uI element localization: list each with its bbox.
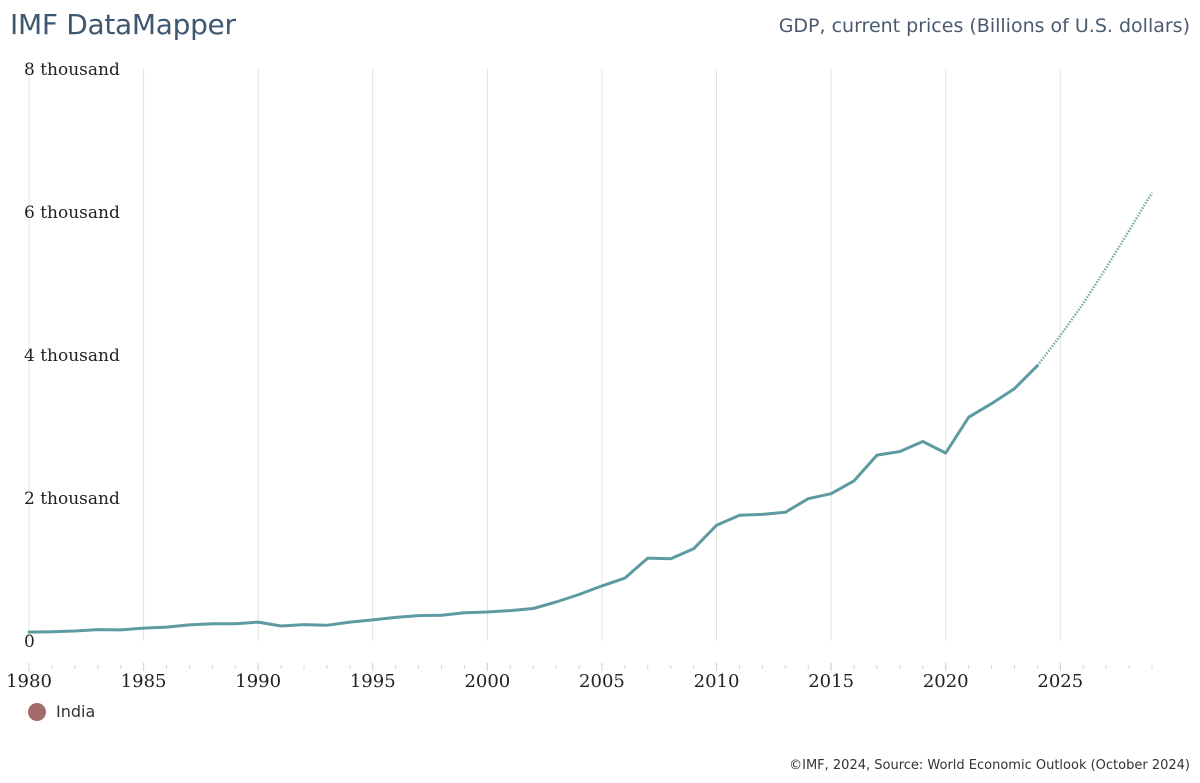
data-point (668, 556, 674, 562)
x-tick-label: 2025 (1037, 671, 1083, 692)
data-point (49, 629, 55, 635)
data-point (118, 627, 124, 633)
data-point (1057, 333, 1063, 339)
data-point (989, 401, 995, 407)
line-chart: 0 2 thousand 4 thousand 6 thousand 8 thousan… (6, 60, 1155, 692)
series-layer (26, 190, 1155, 635)
x-tick-label: 2020 (923, 671, 969, 692)
x-axis: 1980 1985 1990 1995 2000 2005 2010 2015 2020 2025 (6, 671, 1083, 692)
data-point (966, 414, 972, 420)
data-point (347, 619, 353, 625)
data-point (278, 623, 284, 629)
data-point (736, 512, 742, 518)
data-point (164, 624, 170, 630)
minor-ticks (28, 665, 1153, 669)
data-point (141, 625, 147, 631)
data-point (439, 612, 445, 618)
x-tick-label: 2015 (808, 671, 854, 692)
data-point (851, 478, 857, 484)
y-tick-label: 2 thousand (24, 489, 120, 509)
series-projection-india (1036, 192, 1154, 367)
data-point (943, 450, 949, 456)
data-point (209, 621, 215, 627)
data-point (897, 449, 903, 455)
legend-label-india[interactable]: India (56, 702, 96, 721)
data-point (370, 617, 376, 623)
data-point (301, 622, 307, 628)
x-tick-label: 2005 (579, 671, 625, 692)
data-point (759, 511, 765, 517)
gridlines (28, 69, 1061, 671)
data-point (393, 614, 399, 620)
x-tick-label: 1985 (121, 671, 167, 692)
data-point (186, 622, 192, 628)
x-tick-label: 2000 (464, 671, 510, 692)
data-point (461, 610, 467, 616)
x-tick-label: 1980 (6, 671, 52, 692)
data-point (874, 452, 880, 458)
data-point (805, 496, 811, 502)
data-point (599, 583, 605, 589)
data-point (1103, 265, 1109, 271)
data-point (1011, 386, 1017, 392)
legend[interactable]: India (28, 702, 95, 721)
data-point (26, 629, 32, 635)
source-footer: ©IMF, 2024, Source: World Economic Outlo… (789, 758, 1190, 773)
indicator-title[interactable]: GDP, current prices (Billions of U.S. do… (778, 15, 1190, 37)
data-point (416, 613, 422, 619)
x-tick-label: 1990 (235, 671, 281, 692)
y-tick-label: 6 thousand (24, 203, 120, 223)
data-point (714, 522, 720, 528)
legend-marker-india[interactable] (28, 702, 46, 721)
x-tick-label: 2010 (694, 671, 740, 692)
data-point (484, 609, 490, 615)
data-point (920, 439, 926, 445)
brand-title[interactable]: IMF DataMapper (10, 8, 236, 41)
data-point (507, 608, 513, 614)
data-point (645, 555, 651, 561)
data-point (1034, 363, 1040, 369)
y-axis: 0 2 thousand 4 thousand 6 thousand 8 thousan… (24, 60, 120, 652)
y-tick-label: 8 thousand (24, 60, 120, 80)
data-point (553, 599, 559, 605)
data-point (95, 627, 101, 633)
data-point (576, 592, 582, 598)
data-point (72, 628, 78, 634)
y-tick-label: 0 (24, 632, 35, 652)
data-point (1149, 190, 1155, 196)
x-tick-label: 1995 (350, 671, 396, 692)
data-point (691, 546, 697, 552)
data-point (828, 491, 834, 497)
data-point (255, 619, 261, 625)
data-point (530, 605, 536, 611)
data-point (232, 621, 238, 627)
series-line-india (27, 364, 1039, 634)
data-point (1126, 228, 1132, 234)
data-point (782, 509, 788, 515)
data-point (1080, 301, 1086, 307)
data-point (324, 622, 330, 628)
data-point (622, 575, 628, 581)
y-tick-label: 4 thousand (24, 346, 120, 366)
